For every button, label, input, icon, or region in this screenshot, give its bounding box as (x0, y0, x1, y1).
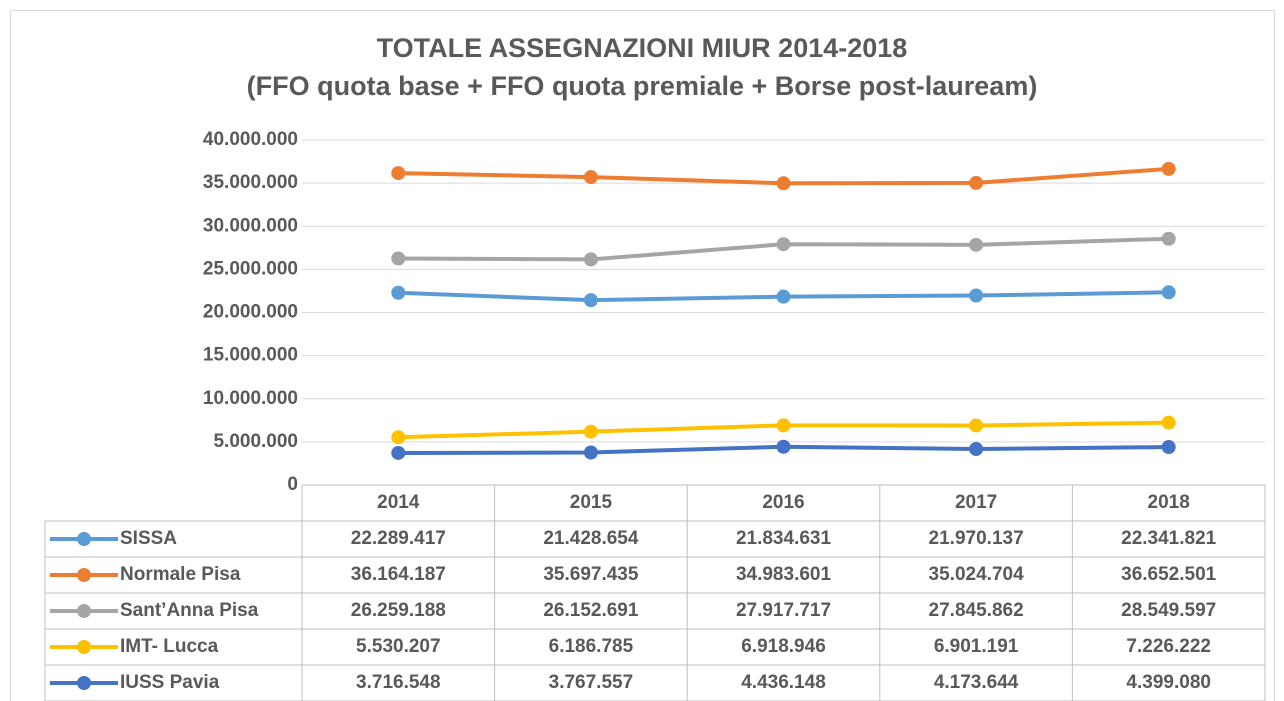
table-value: 4.173.644 (934, 672, 1019, 693)
x-tick-label: 2015 (570, 492, 613, 513)
legend-label: Normale Pisa (120, 564, 241, 585)
y-tick-label: 25.000.000 (203, 258, 298, 279)
marker (776, 176, 791, 191)
marker (583, 252, 598, 267)
table-value: 36.652.501 (1121, 564, 1217, 585)
table-value: 26.152.691 (543, 600, 639, 621)
marker (776, 418, 791, 433)
table-value: 27.917.717 (736, 600, 831, 621)
y-tick-label: 10.000.000 (203, 388, 298, 409)
marker (583, 170, 598, 185)
table-value: 6.918.946 (741, 636, 826, 657)
table-value: 26.259.188 (351, 600, 446, 621)
marker (969, 288, 984, 303)
y-tick-label: 0 (287, 474, 298, 495)
table-value: 35.024.704 (929, 564, 1025, 585)
marker (391, 430, 406, 445)
legend-label: Sant’Anna Pisa (120, 600, 259, 621)
y-tick-label: 35.000.000 (203, 172, 298, 193)
table-value: 4.436.148 (741, 672, 826, 693)
marker (776, 237, 791, 252)
marker (969, 175, 984, 190)
marker (583, 445, 598, 460)
table-value: 3.716.548 (356, 672, 441, 693)
marker (391, 166, 406, 181)
table-value: 36.164.187 (351, 564, 446, 585)
table-value: 21.970.137 (929, 528, 1024, 549)
marker (583, 424, 598, 439)
table-value: 4.399.080 (1126, 672, 1211, 693)
table-value: 21.428.654 (543, 528, 639, 549)
table-value: 28.549.597 (1121, 600, 1216, 621)
marker (391, 285, 406, 300)
y-tick-label: 5.000.000 (213, 431, 298, 452)
y-tick-label: 40.000.000 (203, 129, 298, 150)
marker (776, 439, 791, 454)
marker (1161, 440, 1176, 455)
legend-marker (77, 604, 91, 618)
marker (391, 251, 406, 266)
marker (391, 445, 406, 460)
table-value: 22.341.821 (1121, 528, 1217, 549)
marker (1161, 231, 1176, 246)
y-tick-label: 20.000.000 (203, 302, 298, 323)
marker (969, 442, 984, 457)
legend-label: IUSS Pavia (120, 672, 220, 693)
marker (1161, 285, 1176, 300)
table-value: 35.697.435 (543, 564, 639, 585)
chart-subtitle: (FFO quota base + FFO quota premiale + B… (247, 71, 1038, 101)
marker (969, 237, 984, 252)
table-value: 5.530.207 (356, 636, 441, 657)
legend-label: SISSA (120, 528, 177, 549)
table-value: 6.901.191 (934, 636, 1019, 657)
legend-marker (77, 676, 91, 690)
x-tick-label: 2017 (955, 492, 997, 513)
marker (583, 293, 598, 308)
chart-title: TOTALE ASSEGNAZIONI MIUR 2014-2018 (377, 33, 908, 63)
table-value: 34.983.601 (736, 564, 832, 585)
legend-label: IMT- Lucca (120, 636, 219, 657)
table-value: 21.834.631 (736, 528, 832, 549)
marker (1161, 415, 1176, 430)
legend-marker (77, 640, 91, 654)
table-value: 27.845.862 (929, 600, 1024, 621)
marker (776, 289, 791, 304)
x-tick-label: 2018 (1148, 492, 1190, 513)
x-tick-label: 2014 (377, 492, 420, 513)
marker (1161, 161, 1176, 176)
x-tick-label: 2016 (762, 492, 804, 513)
table-value: 7.226.222 (1126, 636, 1211, 657)
table-value: 3.767.557 (549, 672, 634, 693)
table-value: 22.289.417 (351, 528, 446, 549)
y-tick-label: 30.000.000 (203, 215, 298, 236)
table-value: 6.186.785 (549, 636, 634, 657)
marker (969, 418, 984, 433)
legend-marker (77, 532, 91, 546)
legend-marker (77, 568, 91, 582)
y-tick-label: 15.000.000 (203, 345, 298, 366)
